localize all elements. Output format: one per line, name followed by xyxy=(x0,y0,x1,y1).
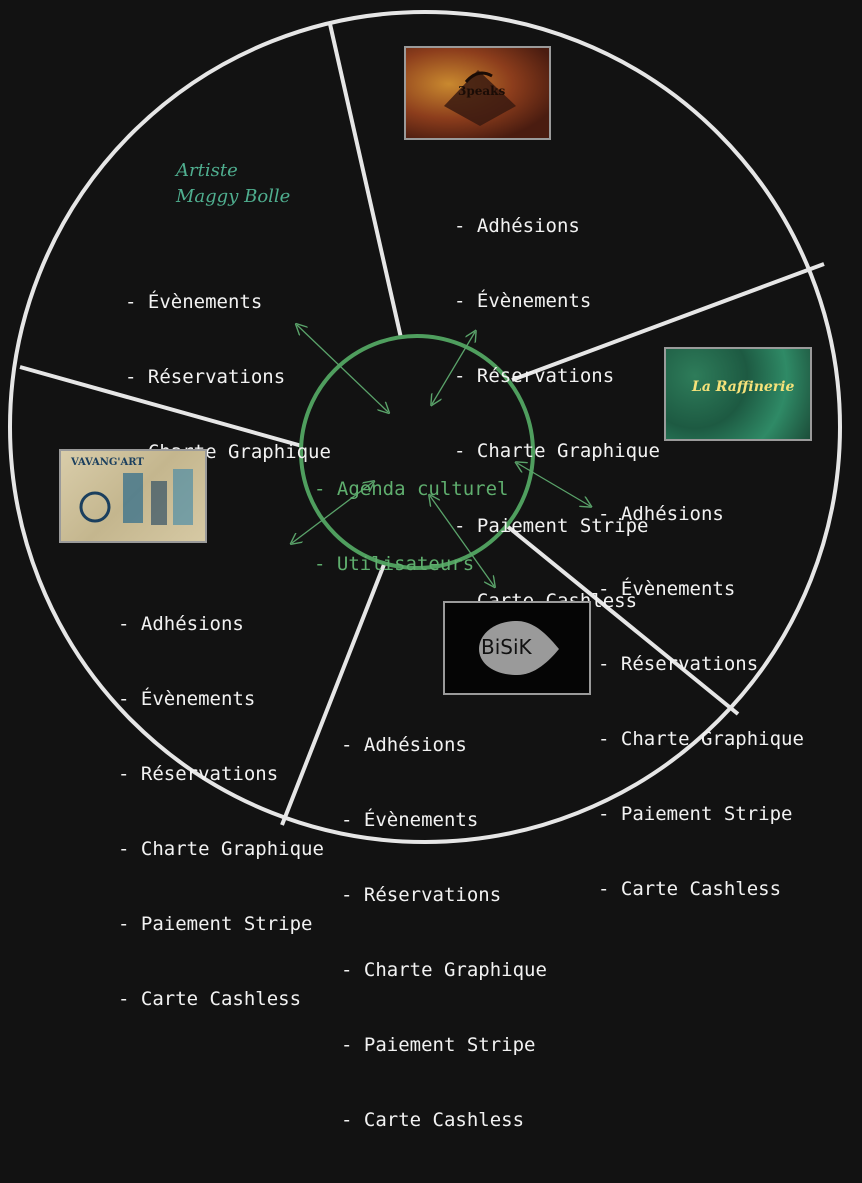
list-item: Réservations xyxy=(598,652,804,677)
list-item: Adhésions xyxy=(454,214,660,239)
center-item: Utilisateurs xyxy=(314,552,508,577)
list-item: Réservations xyxy=(118,762,324,787)
list-item: Charte Graphique xyxy=(454,439,660,464)
list-item: Réservations xyxy=(454,364,660,389)
list-item: Évènements xyxy=(125,290,331,315)
outer-ring xyxy=(8,10,842,844)
center-item: Agenda culturel xyxy=(314,477,509,502)
3peaks-logo: 3peaks xyxy=(404,46,551,140)
bisik-feature-list: Adhésions Évènements Réservations Charte… xyxy=(341,683,547,1183)
illustration-icon xyxy=(79,469,193,525)
list-item: Paiement Stripe xyxy=(598,802,804,827)
divider-right-lower xyxy=(505,524,740,716)
bisik-logo-text: BiSiK xyxy=(481,635,532,659)
raffinerie-feature-list: Adhésions Évènements Réservations Charte… xyxy=(598,452,804,952)
list-item: Carte Cashless xyxy=(118,987,324,1012)
diagram: Agenda culturel Utilisateurs Artiste Mag… xyxy=(0,0,862,862)
divider-right-upper xyxy=(511,262,825,382)
bisik-logo: BiSiK xyxy=(443,601,591,695)
list-item: Réservations xyxy=(341,883,547,908)
artist-label: Artiste Maggy Bolle xyxy=(176,158,290,210)
list-item: Adhésions xyxy=(341,733,547,758)
list-item: Paiement Stripe xyxy=(341,1033,547,1058)
list-item: Évènements xyxy=(341,808,547,833)
arrow-raffinerie xyxy=(517,463,590,506)
list-item: Adhésions xyxy=(118,612,324,637)
artist-name: Maggy Bolle xyxy=(176,186,291,207)
artist-title: Artiste xyxy=(176,160,238,181)
list-item: Évènements xyxy=(598,577,804,602)
vavangart-feature-list: Adhésions Évènements Réservations Charte… xyxy=(118,562,324,1062)
list-item: Paiement Stripe xyxy=(118,912,324,937)
arrow-artist xyxy=(297,325,388,412)
raffinerie-logo-text: La Raffinerie xyxy=(692,379,795,395)
list-item: Évènements xyxy=(118,687,324,712)
vavangart-logo: VAVANG'ART xyxy=(59,449,207,543)
list-item: Réservations xyxy=(125,365,331,390)
list-item: Adhésions xyxy=(598,502,804,527)
list-item: Charte Graphique xyxy=(598,727,804,752)
list-item: Charte Graphique xyxy=(341,958,547,983)
mountain-icon xyxy=(444,70,516,126)
divider-top xyxy=(328,23,403,339)
3peaks-logo-text: 3peaks xyxy=(458,84,506,98)
vavangart-logo-text: VAVANG'ART xyxy=(71,457,144,468)
list-item: Évènements xyxy=(454,289,660,314)
list-item: Carte Cashless xyxy=(341,1108,547,1133)
divider-left xyxy=(19,365,303,448)
list-item: Charte Graphique xyxy=(118,837,324,862)
raffinerie-logo: La Raffinerie xyxy=(664,347,812,441)
list-item: Carte Cashless xyxy=(598,877,804,902)
center-list: Agenda culturel Utilisateurs xyxy=(314,427,509,627)
drop-icon xyxy=(479,621,559,675)
